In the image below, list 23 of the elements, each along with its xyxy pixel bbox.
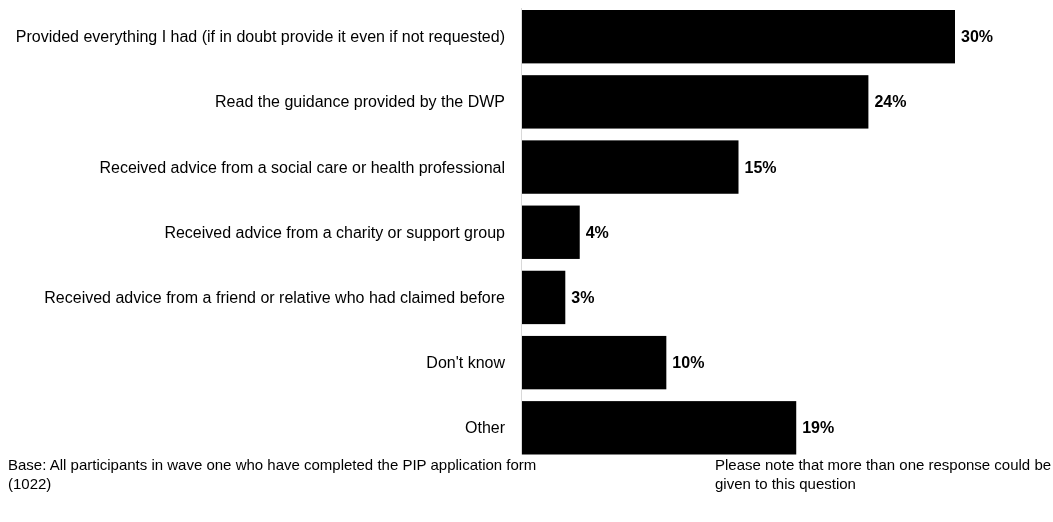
- data-label: 15%: [744, 158, 777, 176]
- bar: [522, 270, 566, 325]
- data-label: 4%: [585, 223, 609, 241]
- data-label: 19%: [802, 419, 835, 437]
- bar: [522, 75, 869, 129]
- y-tick-label: Received advice from a friend or relative who had claimed before: [44, 289, 506, 307]
- bar: [522, 335, 667, 390]
- data-label: 24%: [874, 93, 907, 111]
- bar: [522, 10, 955, 64]
- y-tick-label: Other: [464, 419, 506, 437]
- y-tick-label: Read the guidance provided by the DWP: [215, 93, 505, 111]
- bar: [522, 401, 797, 455]
- bar: [522, 205, 580, 259]
- bar: [522, 140, 739, 194]
- y-tick-label: Received advice from a charity or support group: [164, 223, 506, 241]
- data-label: 3%: [571, 289, 595, 307]
- text: Base: All participants in wave one who have completed the PIP application form (1022): [8, 456, 537, 492]
- text: Please note that more than one response could be given to this question: [715, 456, 1052, 492]
- y-tick-label: Don't know: [426, 354, 506, 372]
- y-tick-label: Received advice from a social care or health professional: [99, 158, 505, 176]
- y-tick-label: Provided everything I had (if in doubt provide it even if not requested): [15, 28, 505, 46]
- data-label: 10%: [672, 354, 705, 372]
- data-label: 30%: [961, 28, 994, 46]
